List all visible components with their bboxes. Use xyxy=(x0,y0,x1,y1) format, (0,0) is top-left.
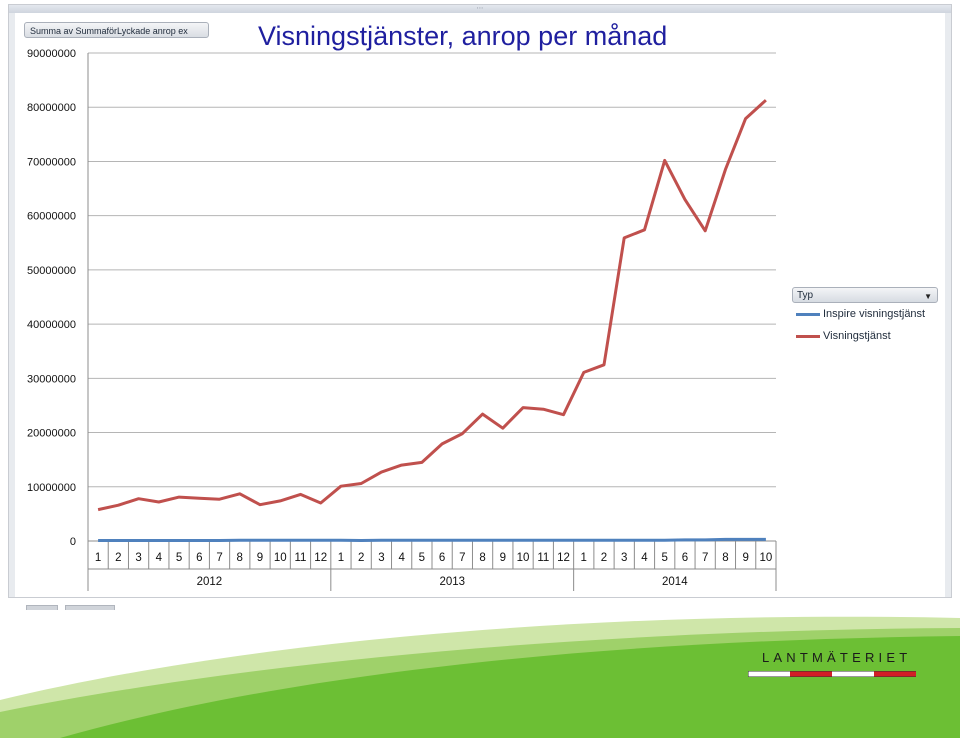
legend-label-inspire: Inspire visningstjänst xyxy=(823,308,926,320)
series-line-inspire-visningstj-nst xyxy=(98,537,766,542)
legend-dropdown-label: Typ xyxy=(797,290,814,301)
sheet-tabs xyxy=(26,597,118,610)
y-tick-label: 90000000 xyxy=(27,48,76,60)
x-tick-label: 5 xyxy=(176,552,182,564)
x-tick-label: 12 xyxy=(557,552,570,564)
x-tick-label: 11 xyxy=(537,552,549,564)
window-right-border xyxy=(945,13,951,597)
y-tick-label: 20000000 xyxy=(27,428,76,440)
legend-swatch-inspire xyxy=(796,313,820,316)
series-line-visningstj-nst xyxy=(97,99,767,512)
x-tick-label: 1 xyxy=(95,552,101,564)
y-tick-label: 10000000 xyxy=(27,482,76,494)
wave-band-dark xyxy=(60,636,960,738)
x-tick-label: 8 xyxy=(479,552,485,564)
line-chart: 0 10000000 20000000 30000000 40000000 5000000… xyxy=(27,48,777,591)
window-left-border xyxy=(9,13,15,597)
x-tick-label: 6 xyxy=(439,552,445,564)
chevron-down-icon[interactable]: ▼ xyxy=(924,292,932,301)
x-tick-label: 2 xyxy=(358,552,364,564)
y-tick-label: 80000000 xyxy=(27,102,76,114)
legend: Typ ▼ Inspire visningstjänst Visningstjä… xyxy=(792,287,938,347)
lantmateriet-logo: LANTMÄTERIET xyxy=(748,650,918,680)
y-tick-label: 60000000 xyxy=(27,211,76,223)
x-tick-label: 1 xyxy=(581,552,587,564)
chart-title: Visningstjänster, anrop per månad xyxy=(258,21,668,51)
x-tick-label: 2 xyxy=(601,552,607,564)
legend-entry-visningstjanst: Visningstjänst xyxy=(792,325,938,347)
x-tick-label: 8 xyxy=(722,552,728,564)
x-tick-label: 3 xyxy=(135,552,141,564)
x-tick-label: 8 xyxy=(237,552,243,564)
resize-grip-icon[interactable]: ⋯ xyxy=(476,4,484,12)
y-tick-label: 70000000 xyxy=(27,156,76,168)
sheet-tab[interactable] xyxy=(65,605,116,610)
x-tick-label: 4 xyxy=(156,552,163,564)
x-tick-label: 12 xyxy=(314,552,327,564)
x-tick-label: 4 xyxy=(398,552,405,564)
x-tick-label: 4 xyxy=(641,552,648,564)
x-tick-label: 6 xyxy=(196,552,202,564)
x-tick-label: 9 xyxy=(742,552,748,564)
x-group-label: 2013 xyxy=(439,576,465,588)
x-tick-label: 1 xyxy=(338,552,344,564)
x-tick-label: 9 xyxy=(500,552,506,564)
pivot-value-field-button[interactable]: Summa av SummaförLyckade anrop ex xyxy=(24,22,209,38)
y-tick-label: 50000000 xyxy=(27,265,76,277)
window-resize-bar[interactable]: ⋯ xyxy=(9,5,951,13)
legend-type-dropdown[interactable]: Typ ▼ xyxy=(792,287,938,303)
y-tick-label: 30000000 xyxy=(27,373,76,385)
x-tick-label: 2 xyxy=(115,552,121,564)
legend-swatch-visningstjanst xyxy=(796,335,820,338)
x-tick-label: 5 xyxy=(419,552,425,564)
x-tick-label: 11 xyxy=(294,552,306,564)
x-tick-label: 3 xyxy=(621,552,627,564)
legend-label-visningstjanst: Visningstjänst xyxy=(823,330,891,342)
x-tick-label: 3 xyxy=(378,552,384,564)
legend-entry-inspire: Inspire visningstjänst xyxy=(792,303,938,325)
logo-bar-icon xyxy=(748,671,916,677)
y-tick-label: 40000000 xyxy=(27,319,76,331)
sheet-tab[interactable] xyxy=(26,605,58,610)
x-tick-label: 7 xyxy=(216,552,222,564)
x-tick-label: 5 xyxy=(662,552,668,564)
decorative-green-wave xyxy=(0,616,960,738)
x-tick-label: 7 xyxy=(459,552,465,564)
logo-text: LANTMÄTERIET xyxy=(762,650,912,665)
x-tick-label: 10 xyxy=(517,552,530,564)
x-tick-label: 9 xyxy=(257,552,263,564)
x-group-label: 2012 xyxy=(197,576,223,588)
x-group-label: 2014 xyxy=(662,576,688,588)
y-tick-label: 0 xyxy=(70,536,76,548)
x-tick-label: 10 xyxy=(274,552,287,564)
x-tick-label: 10 xyxy=(759,552,772,564)
x-tick-label: 7 xyxy=(702,552,708,564)
x-tick-label: 6 xyxy=(682,552,688,564)
